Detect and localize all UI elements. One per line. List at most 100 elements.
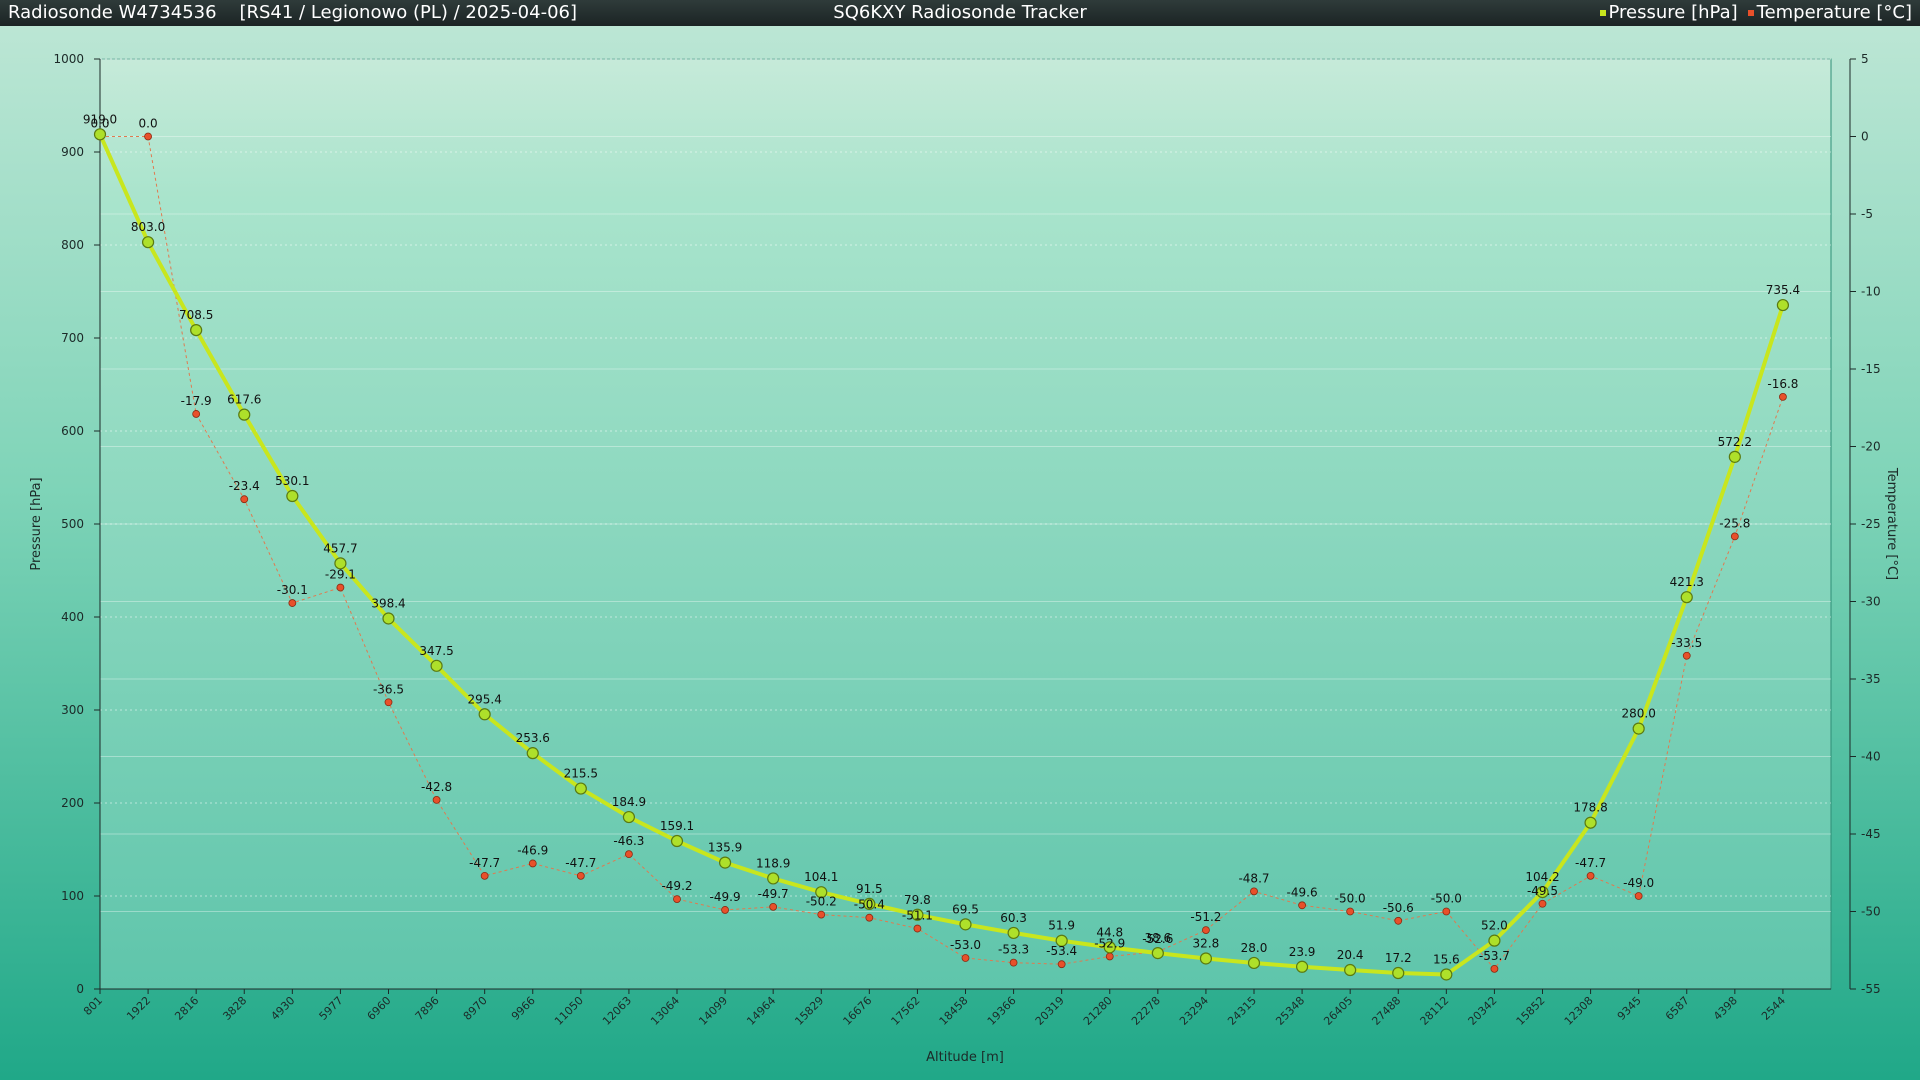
pressure-point — [1776, 298, 1790, 312]
temperature-data-label: -46.3 — [613, 834, 644, 848]
pressure-data-label: 51.9 — [1048, 919, 1075, 933]
y-right-tick-label: -15 — [1861, 362, 1881, 376]
x-tick-label: 21280 — [1081, 994, 1115, 1028]
x-tick-label: 22278 — [1129, 994, 1163, 1028]
temperature-point — [192, 410, 201, 418]
temperature-point — [1634, 892, 1643, 900]
x-tick-label: 20319 — [1033, 994, 1067, 1028]
pressure-point — [1440, 968, 1453, 981]
pressure-data-label: 60.3 — [1000, 911, 1027, 925]
temperature-data-label: -49.9 — [710, 890, 741, 904]
x-tick-label: 11050 — [552, 994, 586, 1028]
legend-label-pressure: Pressure [hPa] — [1608, 2, 1738, 23]
temperature-data-label: -49.7 — [758, 887, 789, 901]
y-left-tick-label: 0 — [76, 982, 84, 996]
pressure-point — [1247, 956, 1261, 970]
pressure-data-label: 398.4 — [371, 596, 405, 610]
x-tick-label: 14964 — [744, 994, 778, 1028]
y-right-tick-label: -30 — [1861, 595, 1881, 609]
pressure-data-label: 23.9 — [1289, 945, 1316, 959]
x-tick-label: 12063 — [600, 994, 634, 1028]
temperature-point — [1394, 916, 1403, 925]
pressure-point — [1392, 966, 1405, 980]
pressure-point — [1632, 722, 1645, 735]
temperature-point — [817, 910, 826, 919]
pressure-data-label: 15.6 — [1433, 952, 1460, 966]
x-tick-label: 4930 — [268, 994, 297, 1023]
x-axis-title: Altitude [m] — [926, 1050, 1004, 1065]
temperature-data-label: 0.0 — [139, 117, 158, 131]
x-tick-label: 27488 — [1369, 994, 1403, 1028]
temperature-point — [1779, 392, 1787, 401]
pressure-data-label: 44.8 — [1096, 925, 1123, 939]
pressure-data-label: 17.2 — [1385, 951, 1412, 965]
temperature-data-label: -51.1 — [902, 909, 933, 923]
pressure-point — [574, 782, 587, 795]
temperature-data-label: -50.0 — [1431, 892, 1462, 906]
pressure-point — [670, 834, 684, 848]
x-tick-label: 6960 — [365, 994, 394, 1023]
temperature-data-label: -53.3 — [998, 943, 1029, 957]
x-tick-label: 19366 — [985, 994, 1019, 1028]
pressure-point — [141, 236, 155, 249]
temperature-point — [865, 913, 874, 922]
x-tick-label: 2816 — [172, 994, 201, 1023]
temperature-point — [1009, 958, 1018, 967]
y-right-tick-label: -50 — [1861, 905, 1881, 919]
pressure-swatch-icon — [1599, 10, 1606, 16]
x-tick-label: 8970 — [461, 994, 490, 1023]
pressure-point — [1728, 450, 1741, 463]
temperature-line — [100, 136, 1784, 970]
temperature-data-label: -52.6 — [1142, 932, 1173, 946]
y-left-tick-label: 100 — [61, 889, 84, 903]
y-left-tick-label: 1000 — [53, 52, 84, 66]
pressure-point — [1199, 952, 1213, 965]
temperature-point — [1730, 532, 1739, 541]
pressure-point — [334, 557, 347, 570]
x-tick-label: 23294 — [1177, 994, 1211, 1028]
pressure-point — [190, 323, 203, 337]
temperature-data-label: -23.4 — [229, 479, 260, 493]
y-axis-right-title: Temperature [°C] — [1884, 467, 1899, 580]
legend-item-temperature: Temperature [°C] — [1747, 0, 1912, 26]
y-left-tick-label: 900 — [61, 145, 84, 159]
y-right-tick-label: -20 — [1861, 440, 1881, 454]
temperature-point — [384, 698, 393, 707]
x-tick-label: 26405 — [1321, 994, 1355, 1028]
pressure-point — [1007, 926, 1020, 940]
temperature-data-label: -49.2 — [661, 879, 692, 893]
temperature-point — [721, 906, 729, 914]
pressure-point — [622, 810, 636, 824]
pressure-point — [382, 612, 395, 625]
x-tick-label: 24315 — [1225, 994, 1259, 1028]
pressure-point — [286, 489, 299, 503]
pressure-point — [1103, 941, 1116, 954]
temperature-point — [961, 954, 970, 962]
pressure-data-label: 253.6 — [516, 731, 550, 745]
title-left: Radiosonde W4734536 [RS41 / Legionowo (P… — [8, 0, 577, 26]
pressure-data-label: 708.5 — [179, 308, 213, 322]
temperature-point — [1250, 887, 1258, 896]
pressure-data-label: 159.1 — [660, 819, 694, 833]
title-bar: Radiosonde W4734536 [RS41 / Legionowo (P… — [0, 0, 1920, 26]
temperature-point — [480, 871, 489, 880]
temperature-point — [1105, 952, 1114, 961]
x-tick-label: 6587 — [1663, 994, 1692, 1023]
temperature-point — [913, 924, 922, 933]
y-axis-left-title: Pressure [hPa] — [29, 477, 44, 570]
pressure-data-label: 135.9 — [708, 841, 742, 855]
temperature-data-label: -47.7 — [1575, 856, 1606, 870]
x-tick-label: 1922 — [124, 994, 153, 1023]
pressure-data-label: 91.5 — [856, 882, 883, 896]
temperature-point — [769, 902, 778, 911]
x-tick-label: 801 — [81, 994, 105, 1018]
y-left-tick-label: 800 — [61, 238, 84, 252]
temperature-data-label: -36.5 — [373, 682, 404, 696]
pressure-point — [911, 908, 924, 921]
temperature-data-label: -33.5 — [1671, 636, 1702, 650]
pressure-data-label: 52.0 — [1481, 919, 1508, 933]
pressure-series — [93, 128, 1790, 981]
pressure-point — [1680, 591, 1693, 604]
app-title: SQ6KXY Radiosonde Tracker — [833, 2, 1087, 23]
y-left-tick-label: 500 — [61, 517, 84, 531]
